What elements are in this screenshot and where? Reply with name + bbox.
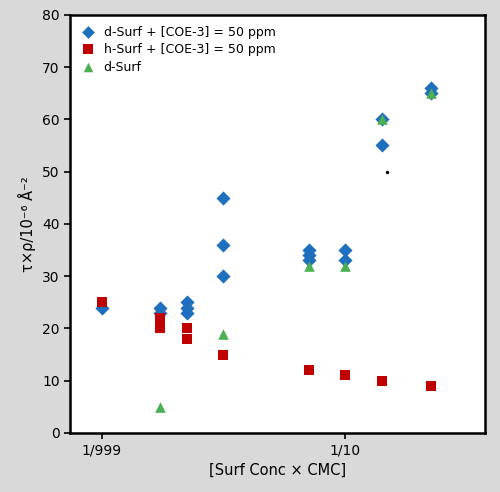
d-Surf: [156, 403, 164, 411]
d-Surf + [COE-3] = 50 ppm: [183, 304, 191, 311]
X-axis label: [Surf Conc × CMC]: [Surf Conc × CMC]: [209, 463, 346, 478]
d-Surf: [220, 330, 228, 338]
d-Surf + [COE-3] = 50 ppm: [426, 84, 434, 92]
h-Surf + [COE-3] = 50 ppm: [183, 325, 191, 333]
d-Surf + [COE-3] = 50 ppm: [183, 298, 191, 306]
h-Surf + [COE-3] = 50 ppm: [98, 298, 106, 306]
Legend: d-Surf + [COE-3] = 50 ppm, h-Surf + [COE-3] = 50 ppm, d-Surf: d-Surf + [COE-3] = 50 ppm, h-Surf + [COE…: [76, 21, 280, 79]
h-Surf + [COE-3] = 50 ppm: [426, 382, 434, 390]
Y-axis label: τ×ρ/10⁻⁶ Å⁻²: τ×ρ/10⁻⁶ Å⁻²: [18, 176, 36, 272]
d-Surf + [COE-3] = 50 ppm: [304, 251, 312, 259]
d-Surf + [COE-3] = 50 ppm: [220, 272, 228, 280]
d-Surf + [COE-3] = 50 ppm: [156, 309, 164, 317]
h-Surf + [COE-3] = 50 ppm: [183, 335, 191, 343]
d-Surf + [COE-3] = 50 ppm: [220, 194, 228, 202]
d-Surf: [342, 262, 349, 270]
h-Surf + [COE-3] = 50 ppm: [378, 377, 386, 385]
d-Surf + [COE-3] = 50 ppm: [426, 89, 434, 97]
d-Surf + [COE-3] = 50 ppm: [342, 246, 349, 254]
d-Surf + [COE-3] = 50 ppm: [304, 246, 312, 254]
d-Surf + [COE-3] = 50 ppm: [183, 309, 191, 317]
d-Surf + [COE-3] = 50 ppm: [378, 142, 386, 150]
d-Surf + [COE-3] = 50 ppm: [342, 256, 349, 264]
h-Surf + [COE-3] = 50 ppm: [156, 314, 164, 322]
d-Surf + [COE-3] = 50 ppm: [98, 304, 106, 311]
d-Surf + [COE-3] = 50 ppm: [378, 115, 386, 123]
h-Surf + [COE-3] = 50 ppm: [156, 325, 164, 333]
h-Surf + [COE-3] = 50 ppm: [304, 366, 312, 374]
h-Surf + [COE-3] = 50 ppm: [342, 371, 349, 379]
d-Surf: [378, 115, 386, 123]
h-Surf + [COE-3] = 50 ppm: [220, 351, 228, 359]
d-Surf: [426, 89, 434, 97]
d-Surf: [304, 262, 312, 270]
d-Surf + [COE-3] = 50 ppm: [220, 241, 228, 248]
d-Surf + [COE-3] = 50 ppm: [304, 256, 312, 264]
h-Surf + [COE-3] = 50 ppm: [342, 371, 349, 379]
Point: [383, 168, 391, 176]
d-Surf + [COE-3] = 50 ppm: [156, 304, 164, 311]
